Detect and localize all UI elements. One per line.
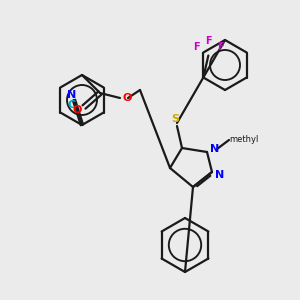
Text: N: N xyxy=(210,144,220,154)
Text: C: C xyxy=(68,100,76,110)
Text: N: N xyxy=(215,170,225,180)
Text: S: S xyxy=(171,114,179,124)
Text: F: F xyxy=(193,43,200,52)
Text: methyl: methyl xyxy=(229,136,258,145)
Text: O: O xyxy=(72,105,82,115)
Text: F: F xyxy=(205,37,212,46)
Text: O: O xyxy=(122,93,132,103)
Text: N: N xyxy=(68,90,76,100)
Text: F: F xyxy=(217,43,224,52)
